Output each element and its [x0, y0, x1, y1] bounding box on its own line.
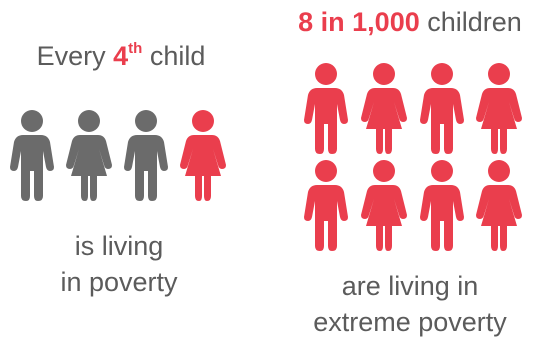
girl-figure-icon [476, 63, 522, 154]
right-heading-suffix: children [427, 7, 522, 37]
left-heading-highlight: 4th [113, 40, 143, 71]
left-heading-prefix: Every [36, 41, 106, 71]
girl-figure-icon [180, 110, 226, 201]
left-heading: Every 4th child [0, 40, 242, 73]
boy-figure-icon [124, 110, 168, 201]
boy-figure-icon [10, 110, 54, 201]
left-caption-line2: in poverty [60, 267, 178, 297]
right-heading: 8 in 1,000 children [292, 6, 528, 39]
right-heading-highlight: 8 in 1,000 [298, 7, 420, 37]
left-caption-line1: is living [74, 231, 164, 261]
girl-figure-icon [361, 63, 407, 154]
boy-figure-icon [304, 63, 348, 154]
girl-figure-icon [66, 110, 112, 201]
boy-figure-icon [420, 63, 464, 154]
boy-figure-icon [420, 160, 464, 251]
girl-figure-icon [476, 160, 522, 251]
boy-figure-icon [304, 160, 348, 251]
right-caption-line2: extreme poverty [313, 307, 507, 337]
girl-figure-icon [361, 160, 407, 251]
right-caption-line1: are living in [341, 271, 479, 301]
left-heading-suffix: child [149, 41, 206, 71]
